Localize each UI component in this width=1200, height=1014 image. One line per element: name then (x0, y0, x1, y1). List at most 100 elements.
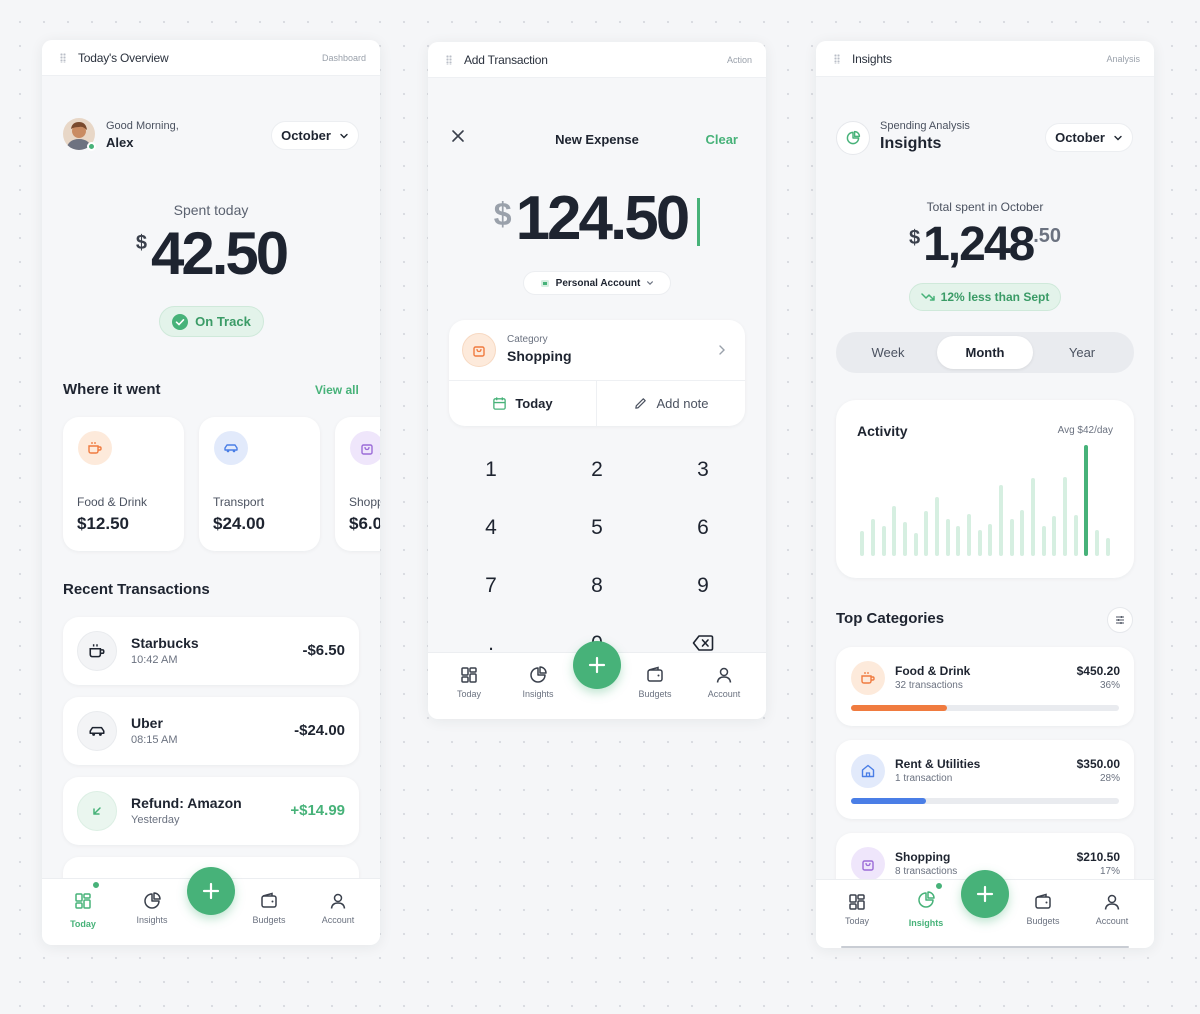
frame-tag: Action (726, 54, 752, 65)
nav-insights[interactable]: Insights (891, 890, 961, 928)
category-icon-bg (462, 333, 496, 367)
nav-budgets[interactable]: Budgets (620, 665, 690, 699)
nav-label: Today (844, 916, 870, 926)
month-dropdown[interactable]: October (271, 121, 359, 150)
user-name: Alex (106, 135, 134, 150)
month-label: October (281, 128, 331, 143)
user-icon (1104, 894, 1120, 910)
nav-label: Budgets (1026, 916, 1060, 926)
account-selector[interactable]: Personal Account (523, 271, 671, 295)
add-transaction-button[interactable] (187, 867, 235, 915)
category-label: Category (507, 334, 548, 345)
nav-today[interactable]: Today (48, 891, 118, 929)
chevron-right-icon (719, 345, 725, 355)
transaction-amount: -$24.00 (294, 722, 345, 739)
keypad-key-5[interactable]: 5 (591, 516, 603, 539)
status-badge: On Track (159, 306, 264, 337)
category-progress-track (851, 798, 1119, 804)
keypad-key-8[interactable]: 8 (591, 574, 603, 597)
tab-week[interactable]: Week (871, 345, 905, 360)
top-category-food[interactable]: Food & Drink 32 transactions $450.20 36% (836, 647, 1134, 726)
top-category-rent[interactable]: Rent & Utilities 1 transaction $350.00 2… (836, 740, 1134, 819)
keypad-key-2[interactable]: 2 (591, 458, 603, 481)
category-card-transport[interactable]: Transport $24.00 (199, 417, 320, 551)
tab-month[interactable]: Month (937, 336, 1033, 369)
activity-bar (892, 506, 897, 556)
keypad-key-7[interactable]: 7 (485, 574, 497, 597)
date-selector[interactable]: Today (449, 381, 597, 426)
activity-bar (1095, 530, 1099, 556)
shopping-icon-bg (350, 431, 380, 465)
category-amount: $6.00 (349, 514, 380, 533)
category-percent: 28% (1099, 773, 1120, 784)
insights-subtitle: Spending Analysis (880, 120, 970, 132)
category-card-shopping[interactable]: Shopping $6.00 (335, 417, 380, 551)
activity-bar (935, 497, 939, 556)
coffee-cup-icon (89, 644, 105, 658)
filter-button[interactable] (1107, 607, 1133, 633)
home-indicator (841, 946, 1129, 948)
recent-transactions-heading: Recent Transactions (63, 581, 210, 598)
food-icon-bg (78, 431, 112, 465)
nav-insights[interactable]: Insights (117, 891, 187, 925)
add-transaction-button[interactable] (961, 870, 1009, 918)
pie-chart-icon (530, 666, 547, 683)
nav-budgets[interactable]: Budgets (234, 891, 304, 925)
tab-year[interactable]: Year (1068, 345, 1096, 360)
clear-button[interactable]: Clear (705, 132, 738, 147)
keypad-key-decimal[interactable]: . (488, 632, 494, 655)
close-button[interactable] (450, 128, 466, 144)
keypad-key-1[interactable]: 1 (485, 458, 497, 481)
food-icon-bg (851, 661, 885, 695)
nav-budgets[interactable]: Budgets (1008, 892, 1078, 926)
add-note-button[interactable]: Add note (597, 381, 745, 426)
screen-title: New Expense (555, 132, 639, 147)
transaction-icon-bg (77, 711, 117, 751)
nav-account[interactable]: Account (1077, 892, 1147, 926)
amount-display[interactable]: 124.50 (515, 184, 691, 253)
drag-handle-icon[interactable] (446, 54, 452, 65)
keypad-key-4[interactable]: 4 (485, 516, 497, 539)
activity-title: Activity (857, 423, 908, 439)
dashboard-grid-icon (461, 667, 477, 683)
backspace-key[interactable] (692, 634, 714, 652)
transaction-row[interactable]: Refund: Amazon Yesterday +$14.99 (63, 777, 359, 845)
transaction-row[interactable]: Uber 08:15 AM -$24.00 (63, 697, 359, 765)
nav-label: Budgets (638, 689, 672, 699)
transaction-amount: +$14.99 (290, 802, 345, 819)
keypad-key-9[interactable]: 9 (697, 574, 709, 597)
close-icon (452, 130, 464, 142)
frame-tag: Analysis (1106, 53, 1140, 64)
total-cents: .50 (1033, 225, 1062, 247)
keypad-key-6[interactable]: 6 (697, 516, 709, 539)
add-transaction-screen: Add Transaction Action New Expense Clear… (428, 42, 766, 719)
avatar[interactable] (63, 118, 95, 150)
details-card: Category Shopping Today Add note (449, 320, 745, 426)
drag-handle-icon[interactable] (60, 52, 66, 63)
drag-handle-icon[interactable] (834, 53, 840, 64)
frame-tag: Dashboard (321, 52, 366, 63)
nav-today[interactable]: Today (822, 892, 892, 926)
transaction-row[interactable]: Starbucks 10:42 AM -$6.50 (63, 617, 359, 685)
backspace-icon (692, 635, 714, 651)
arrow-down-left-icon (93, 807, 101, 815)
nav-account[interactable]: Account (689, 665, 759, 699)
nav-today[interactable]: Today (434, 665, 504, 699)
month-dropdown[interactable]: October (1045, 123, 1133, 152)
chevron-down-icon (1114, 135, 1122, 140)
chevron-down-icon (340, 133, 348, 138)
home-icon (861, 764, 875, 778)
nav-label: Today (456, 689, 482, 699)
activity-bar (999, 484, 1003, 556)
category-card-food[interactable]: Food & Drink $12.50 (63, 417, 184, 551)
nav-insights[interactable]: Insights (503, 665, 573, 699)
category-selector[interactable]: Category Shopping (449, 320, 745, 381)
trend-text: 12% less than Sept (940, 290, 1050, 304)
month-label: October (1055, 130, 1105, 145)
user-icon (330, 893, 346, 909)
keypad-key-3[interactable]: 3 (697, 458, 709, 481)
activity-bar (1031, 478, 1035, 556)
add-transaction-button[interactable] (573, 641, 621, 689)
view-all-link[interactable]: View all (315, 383, 359, 397)
nav-account[interactable]: Account (303, 891, 373, 925)
